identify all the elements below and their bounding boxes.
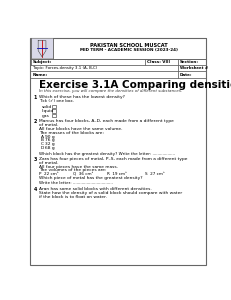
Text: All four blocks have the same volume.: All four blocks have the same volume.	[39, 127, 122, 131]
Text: Write the letter: ................................: Write the letter: ......................…	[39, 181, 113, 185]
Bar	[52, 105, 56, 108]
Text: 76 g: 76 g	[45, 138, 55, 142]
Text: R  19 cm³: R 19 cm³	[107, 172, 127, 176]
Text: 32 g: 32 g	[45, 142, 55, 146]
Text: 1: 1	[33, 94, 37, 100]
Text: State how the density of a solid block should compare with water: State how the density of a solid block s…	[39, 191, 182, 195]
Text: Tick (✓) one box.: Tick (✓) one box.	[39, 99, 74, 103]
Text: Worksheet #: Worksheet #	[180, 66, 208, 70]
Text: Name:: Name:	[33, 73, 48, 76]
Text: P  22 cm³: P 22 cm³	[39, 172, 58, 176]
Text: S  27 cm³: S 27 cm³	[145, 172, 165, 176]
Text: 68 g: 68 g	[45, 146, 55, 150]
Text: liquid: liquid	[41, 109, 54, 113]
Text: of metal.: of metal.	[39, 123, 58, 127]
Text: All four pieces have the same mass.: All four pieces have the same mass.	[39, 165, 118, 169]
Text: solid: solid	[41, 104, 52, 109]
Text: B: B	[40, 138, 43, 142]
Text: PAKISTAN SCHOOL MUSCAT: PAKISTAN SCHOOL MUSCAT	[90, 43, 168, 48]
Text: The volumes of the pieces are:: The volumes of the pieces are:	[39, 168, 106, 172]
Text: MID TERM - ACADEMIC SESSION (2023-24): MID TERM - ACADEMIC SESSION (2023-24)	[80, 47, 178, 52]
Text: D: D	[40, 146, 44, 150]
Text: A: A	[40, 135, 43, 139]
Text: Which of these has the lowest density?: Which of these has the lowest density?	[39, 94, 125, 98]
Text: Which block has the greatest density? Write the letter: ..................: Which block has the greatest density? Wr…	[39, 152, 175, 155]
Text: of metal.: of metal.	[39, 161, 58, 165]
Bar	[52, 114, 56, 118]
Text: 90 g: 90 g	[45, 135, 55, 139]
Text: Zara has four pieces of metal, P–S, each made from a different type: Zara has four pieces of metal, P–S, each…	[39, 157, 187, 161]
Text: if the block is to float on water.: if the block is to float on water.	[39, 195, 107, 199]
Text: gas: gas	[41, 114, 49, 118]
Text: Q  36 cm³: Q 36 cm³	[73, 172, 93, 176]
Text: Which piece of metal has the greatest density?: Which piece of metal has the greatest de…	[39, 176, 143, 180]
Text: The masses of the blocks are:: The masses of the blocks are:	[39, 131, 104, 135]
Text: Aran has some solid blocks with different densities.: Aran has some solid blocks with differen…	[39, 187, 152, 191]
Text: Section:: Section:	[180, 60, 199, 64]
Text: Marcus has four blocks, A–D, each made from a different type: Marcus has four blocks, A–D, each made f…	[39, 119, 174, 123]
Bar	[52, 110, 56, 113]
Text: Date:: Date:	[180, 73, 192, 76]
Text: Topic: Forces-density 3.1 (A, B,C): Topic: Forces-density 3.1 (A, B,C)	[33, 66, 97, 70]
Text: 4: 4	[33, 187, 37, 192]
Text: In this exercise, you will compare the densities of different substances.: In this exercise, you will compare the d…	[39, 89, 182, 93]
Text: Subject:: Subject:	[33, 60, 52, 64]
Text: Exercise 3.1A Comparing densities: Exercise 3.1A Comparing densities	[39, 80, 231, 90]
Text: 3: 3	[33, 157, 37, 162]
Bar	[31, 38, 53, 58]
Text: C: C	[40, 142, 43, 146]
Text: 2: 2	[33, 119, 37, 124]
Text: Class: VIII: Class: VIII	[147, 60, 170, 64]
